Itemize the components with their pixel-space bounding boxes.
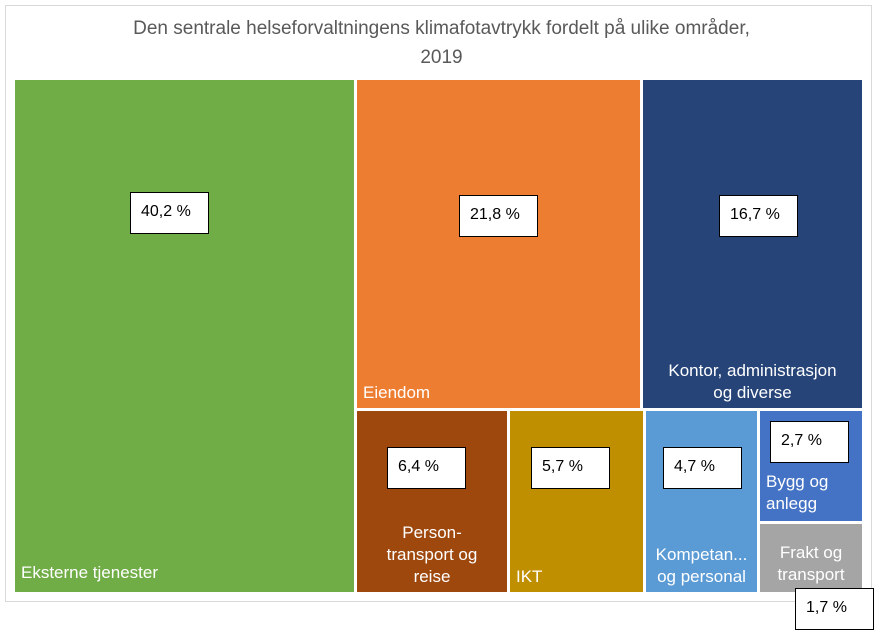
tile-label: Eiendom (363, 383, 431, 402)
tile-label: Person-transport og reise (386, 523, 478, 586)
data-label: 1,7 % (795, 588, 874, 630)
tile-label: IKT (516, 567, 543, 586)
data-label: 40,2 % (130, 192, 209, 234)
data-label: 21,8 % (459, 195, 538, 237)
data-label: 16,7 % (719, 195, 798, 237)
data-label: 5,7 % (531, 447, 610, 489)
chart-title-line-1: Den sentrale helseforvaltningens klimafo… (133, 18, 750, 39)
tile-label: Frakt og transport (777, 543, 845, 584)
chart-frame (5, 5, 872, 602)
chart-title: Den sentrale helseforvaltningens klimafo… (0, 14, 883, 72)
tile-label: Kompetan... og personal (655, 545, 748, 586)
data-label: 2,7 % (770, 421, 849, 463)
treemap-tile: Kontor, administrasjon og diverse (643, 80, 862, 408)
tile-label: Bygg og anlegg (766, 472, 829, 513)
tile-label: Kontor, administrasjon og diverse (668, 361, 837, 402)
treemap-tile: IKT (510, 411, 643, 592)
data-label: 4,7 % (663, 447, 742, 489)
tile-label: Eksterne tjenester (21, 563, 159, 582)
data-label: 6,4 % (387, 447, 466, 489)
treemap-tile: Person-transport og reise (357, 411, 507, 592)
chart-title-line-2: 2019 (420, 47, 463, 68)
treemap-tile: Eiendom (357, 80, 640, 408)
treemap-tile: Eksterne tjenester (15, 80, 354, 592)
treemap-tile: Kompetan... og personal (646, 411, 757, 592)
treemap-tile: Frakt og transport (760, 524, 862, 592)
